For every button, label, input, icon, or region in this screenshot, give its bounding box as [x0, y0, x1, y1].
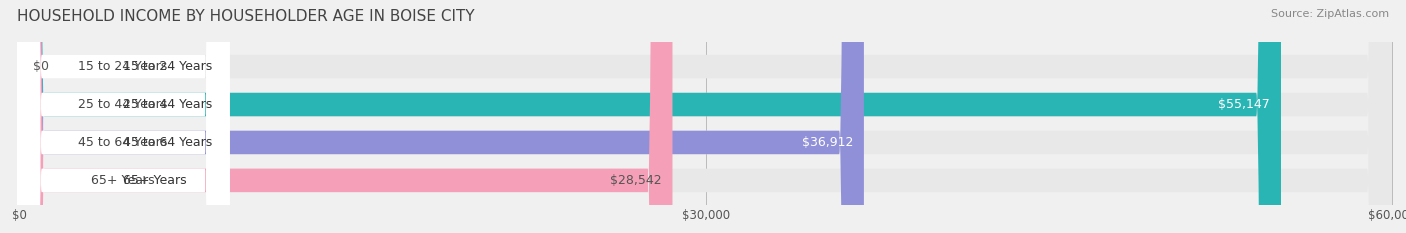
Text: 65+ Years: 65+ Years [91, 174, 155, 187]
Text: 15 to 24 Years: 15 to 24 Years [77, 60, 167, 73]
Text: HOUSEHOLD INCOME BY HOUSEHOLDER AGE IN BOISE CITY: HOUSEHOLD INCOME BY HOUSEHOLDER AGE IN B… [17, 9, 474, 24]
FancyBboxPatch shape [20, 0, 1392, 233]
FancyBboxPatch shape [17, 0, 229, 233]
Text: $36,912: $36,912 [801, 136, 853, 149]
FancyBboxPatch shape [20, 0, 1392, 233]
FancyBboxPatch shape [20, 0, 1392, 233]
FancyBboxPatch shape [17, 0, 229, 233]
Text: $0: $0 [34, 60, 49, 73]
Text: 25 to 44 Years: 25 to 44 Years [77, 98, 167, 111]
Text: 45 to 64 Years: 45 to 64 Years [77, 136, 167, 149]
Text: 25 to 44 Years: 25 to 44 Years [122, 98, 212, 111]
Text: $55,147: $55,147 [1218, 98, 1270, 111]
FancyBboxPatch shape [20, 0, 1392, 233]
FancyBboxPatch shape [20, 0, 863, 233]
Text: 65+ Years: 65+ Years [122, 174, 186, 187]
Text: Source: ZipAtlas.com: Source: ZipAtlas.com [1271, 9, 1389, 19]
FancyBboxPatch shape [17, 0, 229, 233]
Text: $28,542: $28,542 [610, 174, 661, 187]
Text: 45 to 64 Years: 45 to 64 Years [122, 136, 212, 149]
FancyBboxPatch shape [17, 0, 229, 233]
FancyBboxPatch shape [20, 0, 672, 233]
Text: 15 to 24 Years: 15 to 24 Years [122, 60, 212, 73]
FancyBboxPatch shape [20, 0, 1281, 233]
